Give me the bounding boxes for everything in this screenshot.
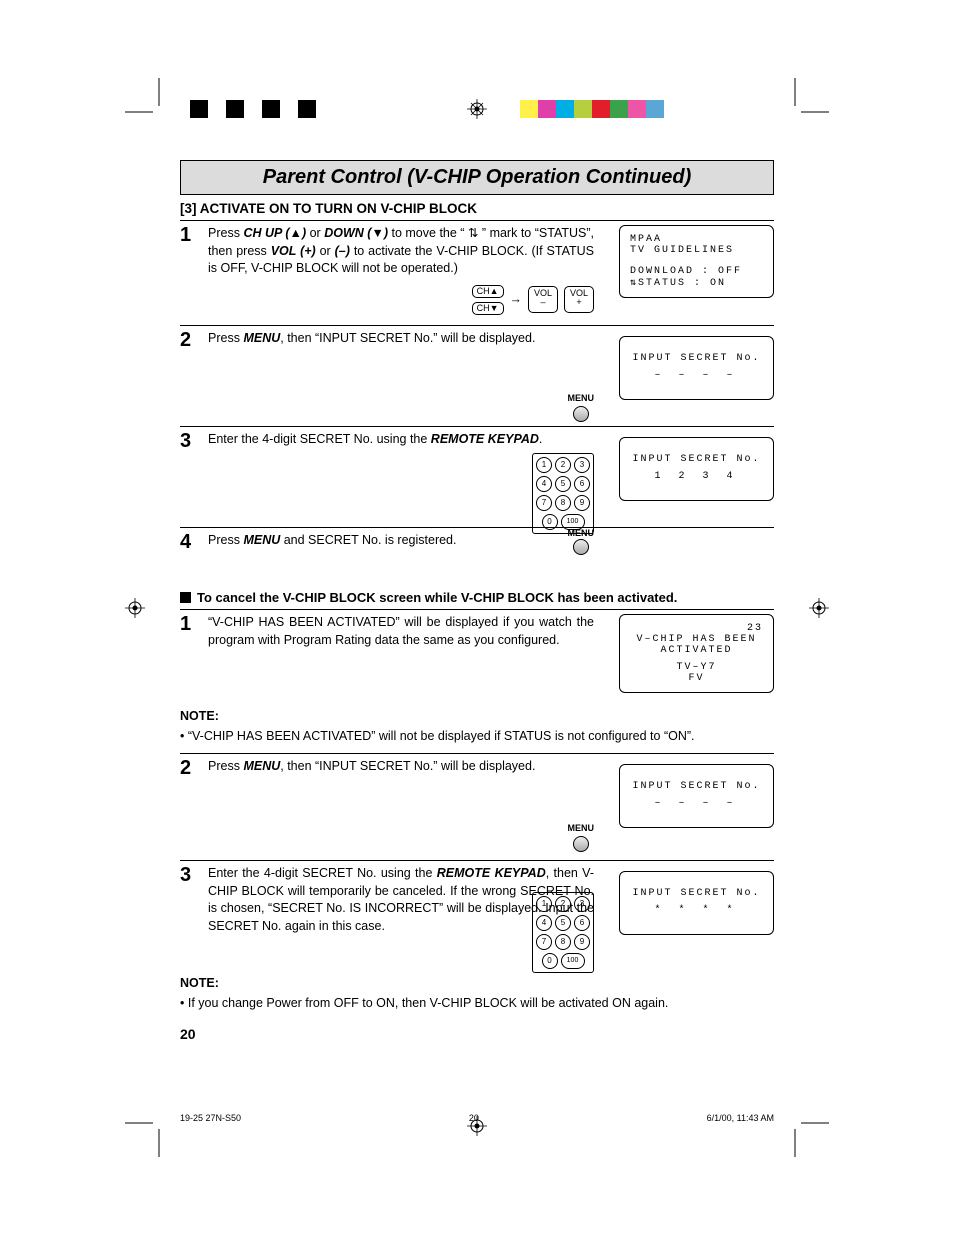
- menu-button-icon: [573, 539, 589, 555]
- screen-mpaa: MPAA TV GUIDELINES DOWNLOAD : OFF ⇅STATU…: [619, 225, 774, 298]
- cropmark-tr: [789, 78, 829, 118]
- screen-input-secret-blank: INPUT SECRET No. – – – –: [619, 336, 774, 400]
- ch-up-key: CH▲: [472, 285, 504, 298]
- menu-button-icon: [573, 836, 589, 852]
- cropmark-br: [789, 1117, 829, 1157]
- cropmark-bl: [125, 1117, 165, 1157]
- step-num: 3: [180, 431, 198, 523]
- screen-input-secret-stars: INPUT SECRET No. * * * *: [619, 871, 774, 935]
- step-num: 1: [180, 225, 198, 321]
- vol-minus-key: VOL–: [528, 286, 558, 313]
- arrow-icon: →: [510, 291, 523, 309]
- cancel-heading: To cancel the V-CHIP BLOCK screen while …: [180, 590, 774, 605]
- section-heading-a: [3] ACTIVATE ON TO TURN ON V-CHIP BLOCK: [180, 201, 774, 216]
- step-num: 1: [180, 614, 198, 704]
- menu-button-icon: [573, 406, 589, 422]
- screen-input-secret-1234: INPUT SECRET No. 1 2 3 4: [619, 437, 774, 501]
- note-text: • If you change Power from OFF to ON, th…: [180, 995, 774, 1013]
- screen-activated: 23 V–CHIP HAS BEEN ACTIVATED TV–Y7 FV: [619, 614, 774, 693]
- step-body: Press MENU and SECRET No. is registered.: [208, 532, 774, 562]
- note-label: NOTE:: [180, 976, 219, 990]
- colorbar-right: [520, 100, 664, 118]
- cropmark-tl: [125, 78, 165, 118]
- registration-top: [467, 99, 487, 119]
- remote-keypad-icon: 1234567890100: [532, 892, 594, 973]
- screen-input-secret-blank2: INPUT SECRET No. – – – –: [619, 764, 774, 828]
- note-label: NOTE:: [180, 709, 219, 723]
- page-number: 20: [180, 1026, 774, 1042]
- footer-left: 19-25 27N-S50: [180, 1113, 241, 1123]
- registration-left: [125, 598, 145, 618]
- menu-label: MENU: [568, 528, 595, 538]
- step-num: 2: [180, 758, 198, 856]
- registration-right: [809, 598, 829, 618]
- menu-label: MENU: [568, 392, 595, 405]
- remote-keypad-icon: 1234567890100: [532, 453, 594, 534]
- page-title: Parent Control (V-CHIP Operation Continu…: [180, 160, 774, 195]
- ch-down-key: CH▼: [472, 302, 504, 315]
- footer-right: 6/1/00, 11:43 AM: [707, 1113, 774, 1123]
- step-num: 2: [180, 330, 198, 422]
- note-text: • “V-CHIP HAS BEEN ACTIVATED” will not b…: [180, 728, 774, 746]
- footer-mid: 20: [469, 1113, 479, 1123]
- step-num: 3: [180, 865, 198, 973]
- step-num: 4: [180, 532, 198, 562]
- colorbar-left: [190, 100, 334, 118]
- menu-label: MENU: [568, 822, 595, 835]
- vol-plus-key: VOL+: [564, 286, 594, 313]
